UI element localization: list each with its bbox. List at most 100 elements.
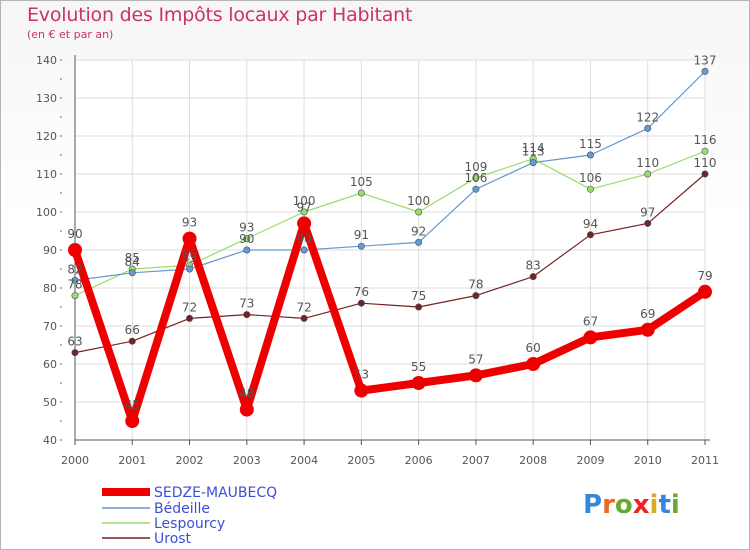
data-point-3 [415,303,423,311]
data-point-3 [586,231,594,239]
data-label-3: 78 [468,278,483,292]
data-label-3: 110 [694,156,717,170]
legend-label-3: Urost [154,531,192,547]
x-tick-label: 2001 [118,454,146,467]
logo-letter: r [602,490,615,520]
data-point-3 [300,314,308,322]
series-line-3 [74,173,706,354]
y-tick-label: 60 [43,358,57,371]
proxiti-logo: Proxiti [583,490,680,520]
series-line-0 [71,219,709,425]
data-point-3 [472,292,480,300]
data-point-0 [182,231,197,246]
y-tick-label: 80 [43,282,57,295]
data-point-3 [357,299,365,307]
data-label-1: 90 [239,232,254,246]
data-point-1 [415,238,423,246]
data-point-0 [125,414,140,428]
data-point-0 [68,243,82,257]
data-point-0 [526,357,541,371]
chart-title: Evolution des Impôts locaux par Habitant [27,4,413,26]
data-point-2 [472,174,480,182]
logo-letter: o [614,490,633,520]
data-point-1 [701,67,709,75]
x-tick-label: 2011 [691,454,719,467]
data-point-1 [186,265,194,273]
y-tick-label: 110 [36,168,57,181]
x-tick-label: 2010 [634,454,662,467]
y-tick-label: 50 [43,396,57,409]
data-point-3 [128,337,136,345]
data-label-2: 109 [464,160,487,174]
data-label-2: 110 [636,156,659,170]
data-point-0 [354,383,369,398]
data-label-2: 100 [407,194,430,208]
data-label-1: 122 [636,110,659,124]
data-point-3 [644,219,652,227]
data-label-3: 72 [296,300,311,314]
data-point-3 [186,314,194,322]
data-point-0 [583,330,598,345]
data-label-2: 105 [350,175,373,189]
data-point-3 [71,349,79,357]
data-label-2: 85 [125,251,140,265]
data-point-1 [529,159,537,167]
data-point-2 [644,170,652,178]
data-point-2 [701,147,709,155]
data-label-2: 116 [694,133,717,147]
legend-label-2: Lespourcy [154,516,225,532]
data-point-2 [71,292,79,300]
data-label-1: 85 [182,251,197,265]
y-tick-label: 70 [43,320,57,333]
data-label-0: 48 [239,387,254,401]
data-label-1: 115 [579,137,602,151]
data-label-1: 90 [296,232,311,246]
data-label-0: 79 [697,269,712,283]
data-label-3: 72 [182,300,197,314]
data-point-2 [415,208,423,216]
data-label-0: 53 [354,368,369,382]
data-label-3: 76 [354,285,369,299]
data-label-0: 93 [182,216,197,230]
data-label-1: 91 [354,228,369,242]
logo-letter: t [658,490,671,520]
data-label-3: 97 [640,205,655,219]
y-tick-label: 90 [43,244,57,257]
data-point-3 [243,311,251,319]
data-point-2 [357,189,365,197]
data-label-2: 100 [293,194,316,208]
data-point-0 [640,322,655,337]
x-tick-label: 2009 [576,454,604,467]
data-label-0: 45 [125,398,140,412]
y-tick-label: 140 [36,54,57,67]
legend-label-1: Bédeille [154,501,210,517]
x-tick-label: 2006 [405,454,433,467]
data-label-2: 106 [579,171,602,185]
data-label-0: 90 [67,227,82,241]
y-tick-label: 100 [36,206,57,219]
x-tick-label: 2004 [290,454,318,467]
x-tick-label: 2005 [347,454,375,467]
y-tick-label: 120 [36,130,57,143]
data-label-1: 84 [125,255,140,269]
x-tick-label: 2000 [61,454,89,467]
data-point-1 [243,246,251,254]
data-label-2: 93 [239,221,254,235]
data-point-1 [71,276,79,284]
data-point-2 [243,235,251,243]
data-label-1: 137 [694,53,717,67]
data-label-1: 92 [411,224,426,238]
data-label-3: 94 [583,217,598,231]
data-label-2: 78 [67,278,82,292]
y-tick-label: 130 [36,92,57,105]
logo-letter: P [583,490,603,520]
data-label-0: 97 [296,200,311,214]
data-label-1: 113 [522,145,545,159]
data-label-1: 82 [67,262,82,276]
x-tick-label: 2003 [233,454,261,467]
data-label-1: 106 [464,171,487,185]
x-tick-label: 2007 [462,454,490,467]
data-label-0: 55 [411,360,426,374]
data-label-3: 66 [125,323,140,337]
